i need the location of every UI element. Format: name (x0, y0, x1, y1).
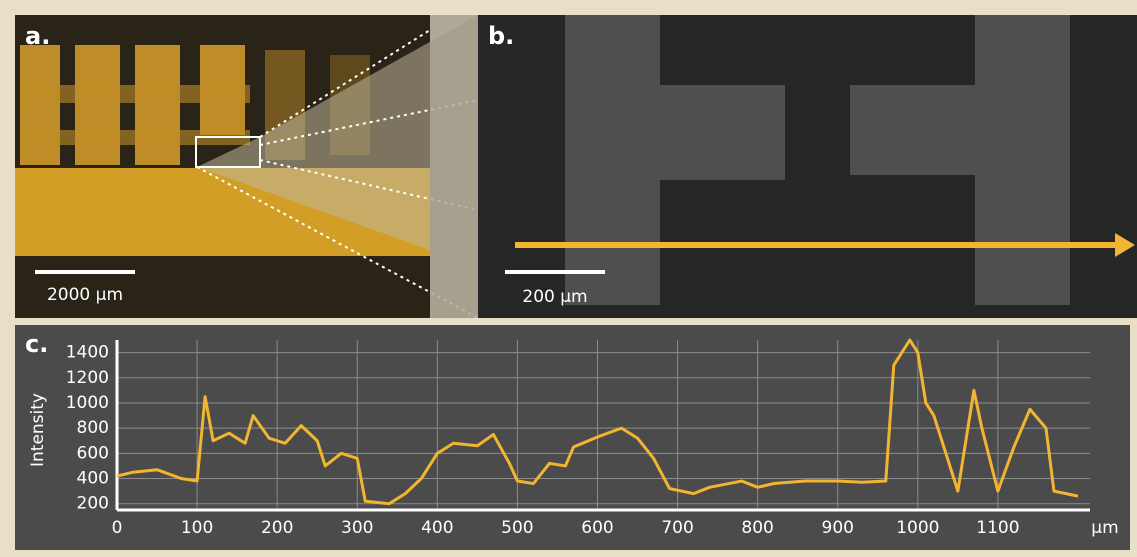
y-tick-label: 600 (77, 443, 109, 463)
x-tick-label: 1100 (976, 518, 1019, 538)
y-tick-label: 1400 (66, 343, 109, 363)
zoom-overlay (197, 15, 478, 318)
x-tick-label: 700 (661, 518, 693, 538)
pattern-patches (565, 15, 1070, 305)
y-tick-label: 400 (77, 469, 109, 489)
x-tick-label: 800 (741, 518, 773, 538)
x-tick-label: 1000 (896, 518, 939, 538)
pattern-grid (20, 45, 370, 165)
plot: 200 400 600 800 1000 1200 1400 0 100 200 300 400 500… (66, 338, 1090, 538)
y-tick-label: 800 (77, 418, 109, 438)
x-tick-label: 500 (501, 518, 533, 538)
x-tick-label: 400 (421, 518, 453, 538)
x-tick-label: 0 (112, 518, 123, 538)
chart-panel (15, 325, 1130, 550)
x-tick-label: 100 (181, 518, 213, 538)
panel-label: a. (25, 22, 50, 50)
x-tick-label: 900 (822, 518, 854, 538)
zoom-lines (196, 29, 479, 319)
y-tick-label: 1000 (66, 393, 109, 413)
x-tick-label: 200 (261, 518, 293, 538)
y-tick-label: 200 (77, 494, 109, 514)
scale-bar-label: 200 µm (522, 287, 587, 307)
arrow-head (1115, 233, 1135, 257)
scale-bar-label: 2000 µm (47, 285, 123, 305)
zoom-box (195, 136, 261, 168)
x-tick-label: 300 (341, 518, 373, 538)
x-tick-label: 600 (581, 518, 613, 538)
y-tick-label: 1200 (66, 368, 109, 388)
zoom-wedge (430, 15, 478, 318)
panel-label: b. (488, 22, 514, 50)
x-unit-label: µm (1091, 518, 1118, 538)
y-axis-label: Intensity (28, 393, 48, 467)
panel-label: c. (25, 330, 48, 358)
data-line (116, 338, 1079, 506)
